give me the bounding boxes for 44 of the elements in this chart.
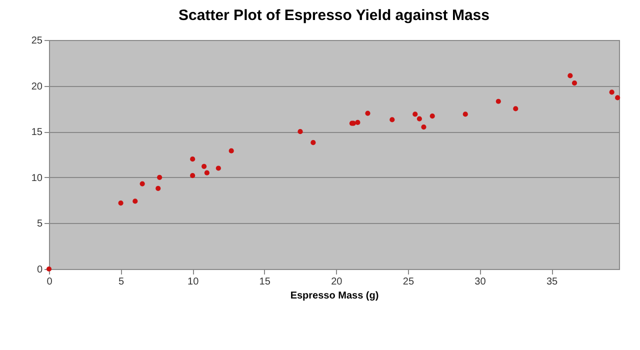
point	[216, 166, 221, 171]
point	[118, 200, 124, 206]
point	[390, 117, 395, 122]
point	[46, 266, 52, 272]
point	[615, 95, 620, 100]
point	[568, 73, 573, 78]
point	[412, 112, 418, 117]
x-axis-title: Espresso Mass (g)	[290, 290, 379, 302]
point	[157, 174, 162, 180]
point	[430, 113, 435, 119]
point	[355, 120, 360, 125]
point	[190, 156, 196, 162]
x-tick-label: 15	[259, 276, 271, 288]
y-tick-label: 20	[31, 81, 43, 92]
point	[496, 98, 501, 104]
x-tick-label: 35	[546, 276, 558, 288]
y-tick-label: 0	[36, 264, 43, 276]
y-tick-label: 10	[31, 172, 43, 184]
point	[572, 80, 578, 86]
point	[416, 116, 422, 122]
point	[156, 186, 161, 191]
point	[140, 181, 145, 186]
point	[421, 124, 426, 130]
x-tick-label: 30	[474, 276, 486, 288]
point	[609, 90, 614, 95]
point	[462, 112, 468, 117]
y-tick-label: 25	[31, 36, 43, 46]
chart-title: Scatter Plot of Espresso Yield against Mass	[178, 7, 490, 24]
y-tick-label: 5	[36, 218, 43, 230]
x-tick-label: 0	[46, 276, 53, 288]
x-tick-label: 10	[188, 276, 200, 288]
point	[365, 110, 370, 116]
point	[298, 129, 303, 134]
point	[310, 140, 316, 146]
point	[204, 170, 210, 176]
point	[190, 173, 196, 178]
x-tick-label: 20	[331, 276, 343, 288]
point	[228, 148, 234, 154]
y-tick-label: 15	[31, 127, 43, 138]
point	[202, 164, 207, 169]
point	[513, 106, 518, 112]
x-tick-label: 5	[118, 276, 125, 288]
x-tick-label: 25	[402, 276, 414, 288]
point	[132, 198, 138, 204]
